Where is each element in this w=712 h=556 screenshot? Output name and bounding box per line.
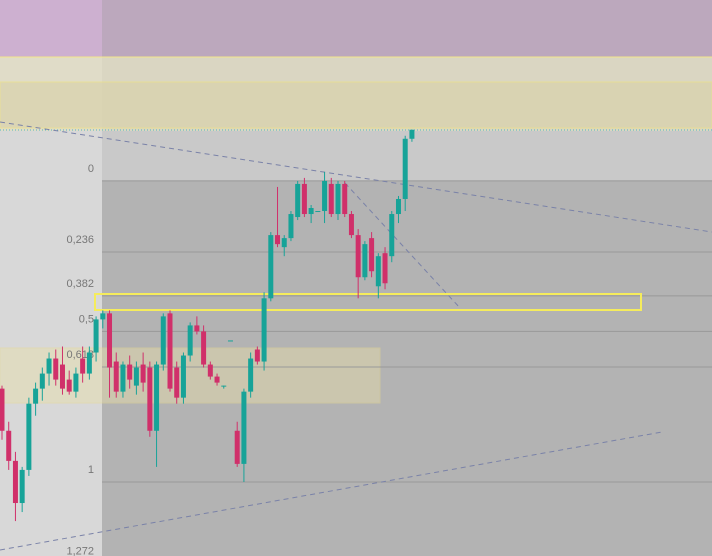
trend-line	[344, 182, 461, 309]
candle-body	[335, 183, 341, 215]
candle-body	[328, 183, 334, 215]
candle-body	[93, 319, 99, 353]
candle-body	[80, 358, 86, 374]
candle-body	[140, 364, 146, 383]
candle-body	[261, 298, 267, 362]
candle-body	[46, 358, 52, 374]
candle-body	[288, 214, 294, 239]
candle-body	[133, 367, 139, 386]
candle-body	[113, 361, 119, 392]
trend-line	[0, 431, 663, 551]
candle-body	[39, 373, 45, 389]
candle-body	[409, 129, 415, 139]
candle-body	[59, 364, 65, 389]
candle-body	[120, 364, 126, 392]
candle-body	[214, 376, 220, 383]
candle-body	[187, 325, 193, 356]
candle-body	[33, 388, 39, 404]
purple-band	[0, 0, 102, 57]
candle-body	[295, 183, 301, 218]
candle-body	[53, 358, 59, 380]
candle-body	[86, 352, 92, 374]
fib-label: 1,272	[66, 546, 94, 556]
candle-body	[227, 340, 233, 342]
candle-body	[12, 460, 18, 504]
candle-body	[395, 198, 401, 215]
candle-body	[107, 313, 113, 368]
candle-body	[248, 358, 254, 392]
purple-band	[102, 0, 712, 57]
candle-body	[19, 469, 25, 504]
candle-body	[154, 364, 160, 431]
candle-body	[382, 253, 388, 284]
fib-label: 0,5	[79, 313, 94, 325]
candle-body	[315, 211, 321, 213]
yellow-zone	[0, 81, 712, 129]
candle-body	[254, 349, 260, 362]
candle-body	[369, 238, 375, 272]
candle-body	[389, 214, 395, 257]
candle-body	[194, 325, 200, 332]
candle-body	[355, 235, 361, 278]
candle-body	[26, 403, 32, 470]
candle-body	[147, 367, 153, 431]
fib-label: 0,236	[66, 234, 94, 246]
candle-body	[100, 313, 106, 320]
fib-label: 0,382	[66, 278, 94, 290]
candle-body	[375, 256, 381, 287]
candle-body	[73, 373, 79, 392]
candle-body	[167, 313, 173, 389]
fib-label: 0	[88, 163, 94, 175]
candle-body	[66, 379, 72, 392]
candle-body	[234, 430, 240, 464]
candle-body	[362, 244, 368, 278]
fib-label: 1	[88, 464, 94, 476]
candle-body	[160, 316, 166, 365]
candle-body	[322, 180, 328, 212]
candle-body	[0, 388, 5, 431]
candle-body	[241, 391, 247, 464]
yellow-box	[94, 293, 642, 311]
candle-body	[275, 235, 281, 245]
candle-body	[301, 183, 307, 215]
candle-body	[281, 238, 287, 248]
candle-body	[174, 367, 180, 398]
candle-body	[348, 214, 354, 236]
candle-body	[207, 364, 213, 377]
candle-body	[308, 208, 314, 215]
candle-body	[268, 235, 274, 299]
candle-body	[201, 331, 207, 365]
candle-body	[6, 430, 12, 461]
trend-line	[0, 121, 712, 233]
candle-body	[402, 138, 408, 199]
candle-body	[180, 355, 186, 398]
candle-body	[221, 385, 227, 387]
candle-body	[127, 364, 133, 380]
candle-body	[342, 183, 348, 215]
